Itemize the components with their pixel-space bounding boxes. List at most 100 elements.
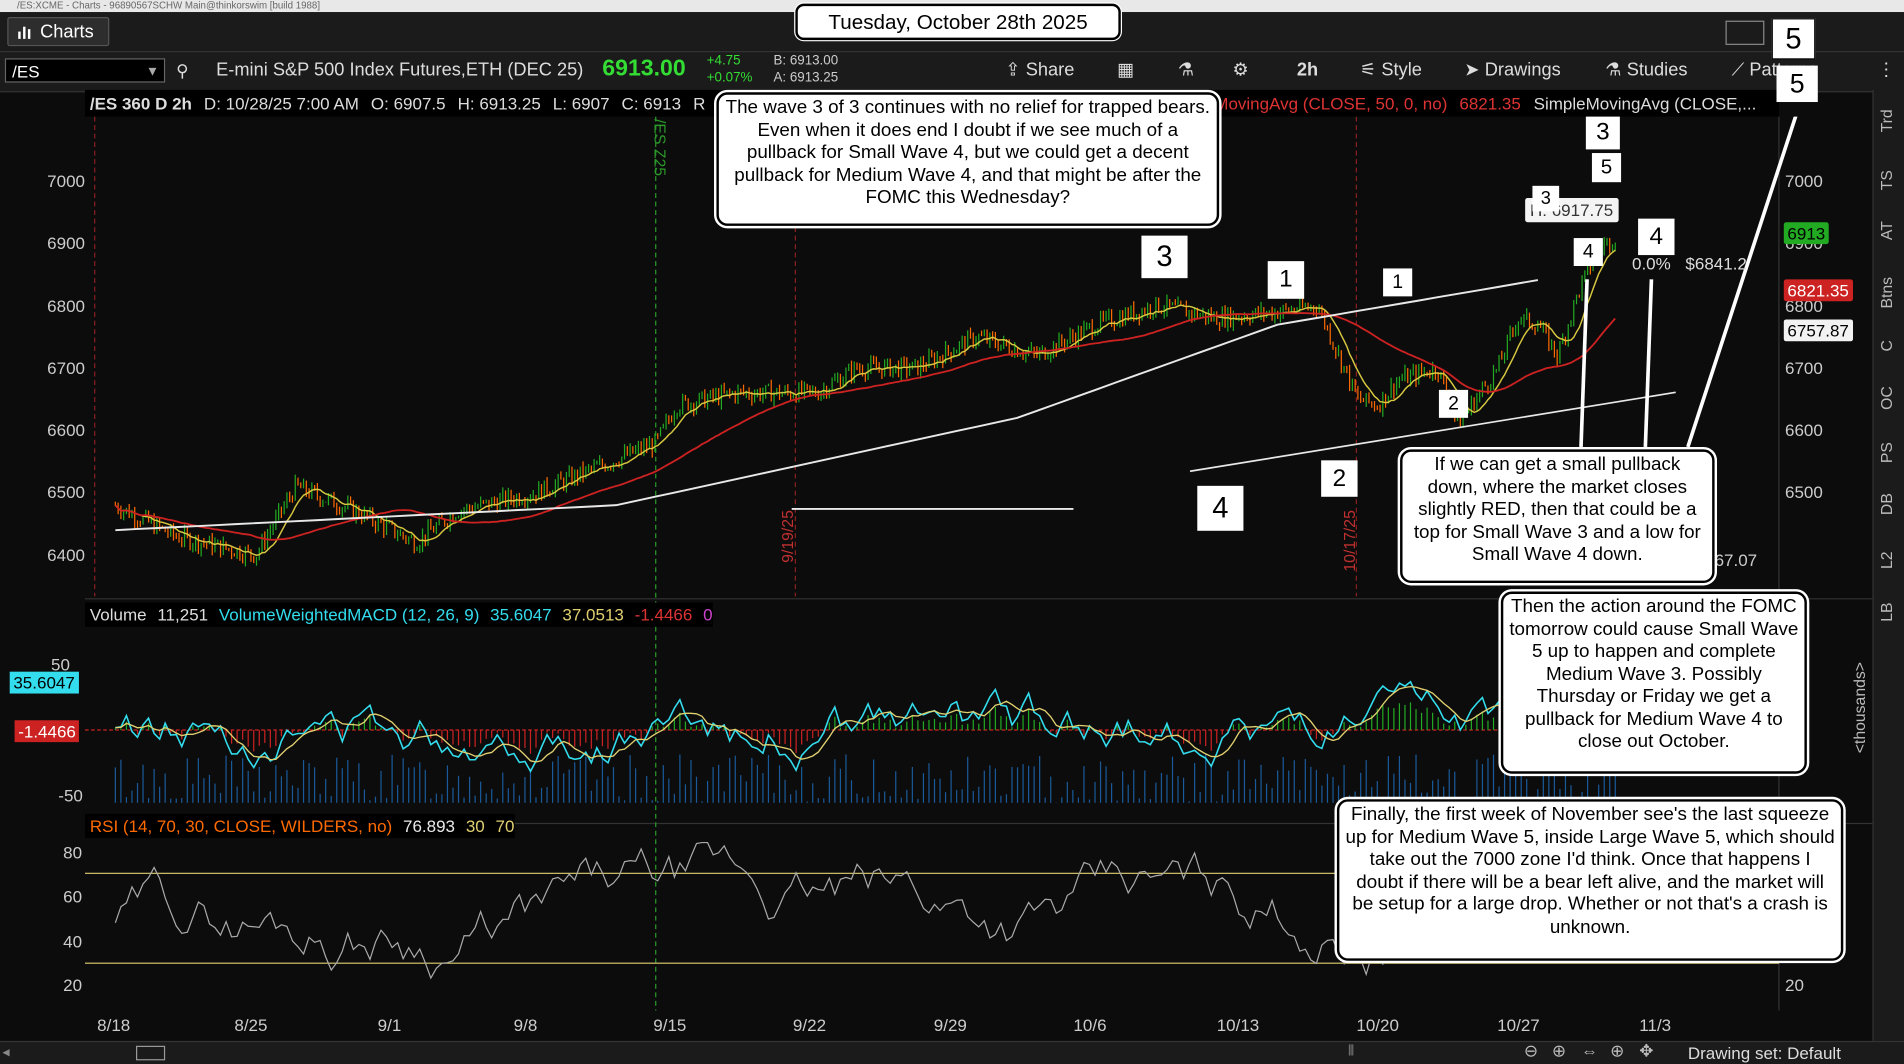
drawings-label: Drawings	[1484, 59, 1561, 81]
scroll-left-icon[interactable]: ◂	[2, 1043, 10, 1061]
date-tick-10-20: 10/20	[1356, 1015, 1399, 1035]
right-tab-ps[interactable]: PS	[1877, 442, 1896, 464]
wave-label-3-small: 3	[1532, 185, 1560, 212]
style-button[interactable]: ⚟ Style	[1360, 58, 1422, 82]
rsi-oversold: 30	[465, 816, 485, 836]
wave-label-3-large: 3	[1141, 235, 1188, 279]
scroll-grip-icon[interactable]: ⦀	[1347, 1042, 1355, 1060]
studies-button[interactable]: ⚗ Studies	[1605, 58, 1687, 82]
layout-box-icon[interactable]	[1725, 20, 1765, 45]
macd-panel	[85, 626, 1779, 822]
studies-label: Studies	[1626, 59, 1688, 81]
date-tick-8-18: 8/18	[97, 1015, 131, 1035]
rsi-tick-40: 40	[63, 931, 83, 952]
sma200-line	[115, 279, 1539, 532]
more-icon[interactable]: ⋮	[1877, 59, 1896, 81]
bar-r: R	[693, 93, 706, 113]
expiry-marker-label: /ES Z25	[650, 119, 670, 177]
pct-change: +0.07%	[706, 70, 753, 86]
wave-label-5-corner: 5	[1771, 18, 1816, 60]
macd-zero-value: 0	[703, 604, 713, 625]
rsi-value: 76.893	[403, 816, 456, 836]
date-banner: Tuesday, October 28th 2025	[795, 3, 1121, 41]
zoom-in-icon[interactable]: ⊕	[1551, 1040, 1567, 1061]
volume-value: 11,251	[157, 604, 209, 625]
price-tick-6600: 6600	[47, 420, 86, 440]
style-icon: ⚟	[1360, 59, 1382, 81]
price-tick-6500: 6500	[47, 482, 86, 502]
date-tick-11-3: 11/3	[1639, 1015, 1672, 1035]
drawings-button[interactable]: ➤ Drawings	[1464, 58, 1560, 82]
date-tick-10-6: 10/6	[1073, 1015, 1107, 1035]
trendline-support	[1189, 391, 1676, 473]
zoom-out-icon[interactable]: ⊖	[1523, 1040, 1539, 1061]
charts-tab[interactable]: Charts	[7, 17, 110, 47]
net-change: +4.75	[706, 53, 741, 69]
right-tab-at[interactable]: AT	[1877, 221, 1896, 241]
rsi-tick-20: 20	[63, 975, 83, 995]
bottom-bar: ◂ ⦀ ⊖ ⊕ ⇔ ⊕ ✥ Drawing set: Default	[0, 1040, 1904, 1064]
macd-value-marker: 35.6047	[9, 671, 79, 694]
symbol-dropdown-icon[interactable]: ▼	[145, 64, 160, 79]
callout-november: Finally, the first week of November see'…	[1336, 799, 1844, 961]
wave-label-4-small: 4	[1573, 238, 1603, 266]
price-tick-6400: 6400	[47, 545, 86, 565]
right-tab-l2[interactable]: L2	[1877, 551, 1896, 570]
fib-right-label: 67.07	[1714, 550, 1758, 570]
right-tab-trd[interactable]: Trd	[1877, 109, 1896, 133]
right-tab-oc[interactable]: OC	[1877, 386, 1896, 410]
pointer-line-3	[1686, 116, 1798, 448]
share-icon: ⇪	[1005, 59, 1026, 81]
macd-diff-value: -1.4466	[634, 604, 693, 625]
scroll-handle[interactable]	[136, 1045, 166, 1061]
right-tab-strip	[1872, 89, 1904, 1064]
ask-price: A: 6913.25	[773, 70, 839, 86]
window-title: /ES:XCME - Charts - 96890567SCHW Main@th…	[17, 0, 321, 11]
drawing-set[interactable]: Drawing set: Default	[1687, 1043, 1841, 1063]
crosshair-icon[interactable]: ⊕	[1610, 1040, 1625, 1061]
macd-diff-marker: -1.4466	[14, 720, 80, 743]
volume-macd-header: Volume 11,251 VolumeWeightedMACD (12, 26…	[85, 602, 713, 627]
pan-icon[interactable]: ⇔	[1581, 1040, 1599, 1061]
right-tab-ts[interactable]: TS	[1877, 170, 1896, 191]
date-tick-9-15: 9/15	[653, 1015, 687, 1035]
macd-avg-value: 37.0513	[562, 604, 624, 625]
patterns-icon: ⟋	[1731, 59, 1750, 81]
sma50-price-marker: 6821.35	[1783, 279, 1853, 302]
symbol-input[interactable]: /ES ▼	[4, 58, 166, 83]
share-button[interactable]: ⇪ Share	[1005, 58, 1074, 82]
price-tick-6800: 6800	[47, 296, 86, 316]
link-icon[interactable]: ⚲	[176, 60, 189, 81]
date-tick-10-13: 10/13	[1216, 1015, 1260, 1035]
bar-close: C: 6913	[621, 93, 682, 113]
wave-label-2-small: 2	[1438, 389, 1469, 418]
right-tab-c[interactable]: C	[1877, 340, 1896, 352]
sma200-price-marker: 6757.87	[1783, 319, 1853, 342]
right-tab-btns[interactable]: Btns	[1877, 276, 1896, 309]
rsi-right-tick-20: 20	[1785, 975, 1804, 995]
date-tick-9-22: 9/22	[792, 1015, 827, 1035]
flask-icon[interactable]: ⚗	[1177, 59, 1195, 81]
right-tab-db[interactable]: DB	[1877, 493, 1896, 516]
move-icon[interactable]: ✥	[1639, 1040, 1654, 1061]
macd-line	[115, 680, 1616, 774]
charts-icon	[18, 26, 31, 39]
rsi-tick-60: 60	[63, 886, 83, 907]
sma200-header: SimpleMovingAvg (CLOSE,...	[1533, 93, 1757, 113]
symbol-value: /ES	[12, 61, 40, 82]
callout-small-pullback: If we can get a small pullback down, whe…	[1400, 449, 1715, 584]
wave-label-3-right: 3	[1585, 116, 1620, 150]
macd-avg-line	[115, 685, 1616, 763]
gear-icon[interactable]: ⚙	[1232, 59, 1249, 81]
layout-icon[interactable]: ▦	[1117, 59, 1135, 81]
instrument-description: E-mini S&P 500 Index Futures,ETH (DEC 25…	[216, 59, 584, 81]
fib-value: $6841.2	[1685, 253, 1747, 274]
macd-tick-50: 50	[51, 654, 70, 675]
date-marker-1017: 10/17/25	[1340, 510, 1359, 572]
cursor-icon: ➤	[1464, 59, 1485, 81]
date-tick-9-1: 9/1	[377, 1015, 402, 1035]
right-tab-lb[interactable]: LB	[1877, 602, 1896, 622]
timeframe-button[interactable]: 2h	[1296, 59, 1319, 81]
sma50-study: MovingAvg (CLOSE, 50, 0, no)	[1214, 93, 1448, 113]
date-tick-9-29: 9/29	[933, 1015, 967, 1035]
